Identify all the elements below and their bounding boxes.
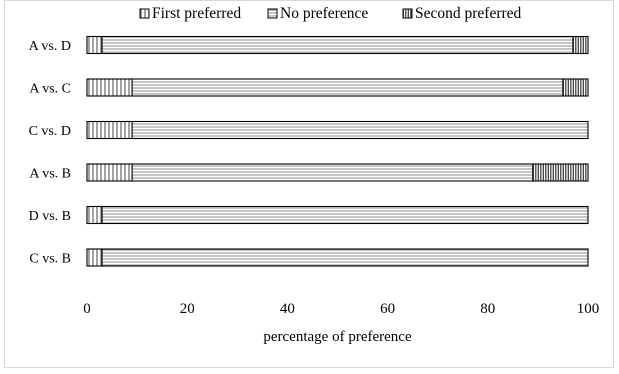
category-label-4: A vs. B	[29, 167, 71, 182]
bar-segment-1-row-6	[86, 248, 103, 267]
x-tick-label-0: 0	[83, 301, 91, 317]
bar-segment-1-row-4	[86, 163, 133, 182]
x-tick-labels: 0 20 40 60 80 100	[83, 301, 599, 317]
bar-segment-3-row-1	[572, 35, 589, 55]
chart-frame	[4, 0, 614, 368]
legend-label-3: Second preferred	[415, 5, 522, 22]
bars-group	[86, 35, 589, 267]
x-tick-label-80: 80	[480, 301, 495, 317]
bar-segment-2-row-4	[131, 163, 534, 182]
bar-segment-2-row-2	[131, 78, 564, 97]
bar-segment-2-row-6	[101, 248, 589, 267]
bar-segment-2-row-3	[131, 120, 589, 140]
legend-swatch-1	[139, 8, 150, 19]
legend-label-2: No preference	[280, 5, 368, 22]
category-label-2: A vs. C	[29, 82, 71, 97]
x-tick-label-40: 40	[280, 301, 295, 317]
category-label-6: C vs. B	[29, 252, 71, 267]
bar-segment-2-row-5	[101, 205, 589, 225]
x-tick-label-60: 60	[380, 301, 395, 317]
bar-segment-2-row-1	[101, 35, 574, 55]
bar-segment-1-row-1	[86, 35, 103, 55]
category-label-5: D vs. B	[29, 209, 71, 224]
x-tick-label-100: 100	[577, 301, 600, 317]
category-labels: A vs. D A vs. C C vs. D A vs. B D vs. B C vs.…	[29, 39, 71, 267]
x-tick-label-20: 20	[180, 301, 195, 317]
category-label-1: A vs. D	[29, 39, 71, 54]
legend: First preferred No preference Second prefe…	[139, 5, 522, 22]
bar-segment-1-row-2	[86, 78, 133, 97]
legend-swatch-2	[267, 8, 278, 19]
bar-segment-1-row-3	[86, 120, 133, 140]
legend-swatch-3	[402, 8, 413, 19]
bar-segment-3-row-2	[562, 78, 589, 97]
bar-segment-1-row-5	[86, 205, 103, 225]
x-axis-title: percentage of preference	[263, 329, 412, 345]
bar-segment-3-row-4	[532, 163, 589, 182]
category-label-3: C vs. D	[29, 124, 71, 139]
legend-label-1: First preferred	[152, 5, 241, 22]
